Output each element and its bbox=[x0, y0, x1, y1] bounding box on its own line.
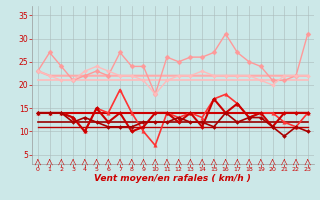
X-axis label: Vent moyen/en rafales ( km/h ): Vent moyen/en rafales ( km/h ) bbox=[94, 174, 251, 183]
